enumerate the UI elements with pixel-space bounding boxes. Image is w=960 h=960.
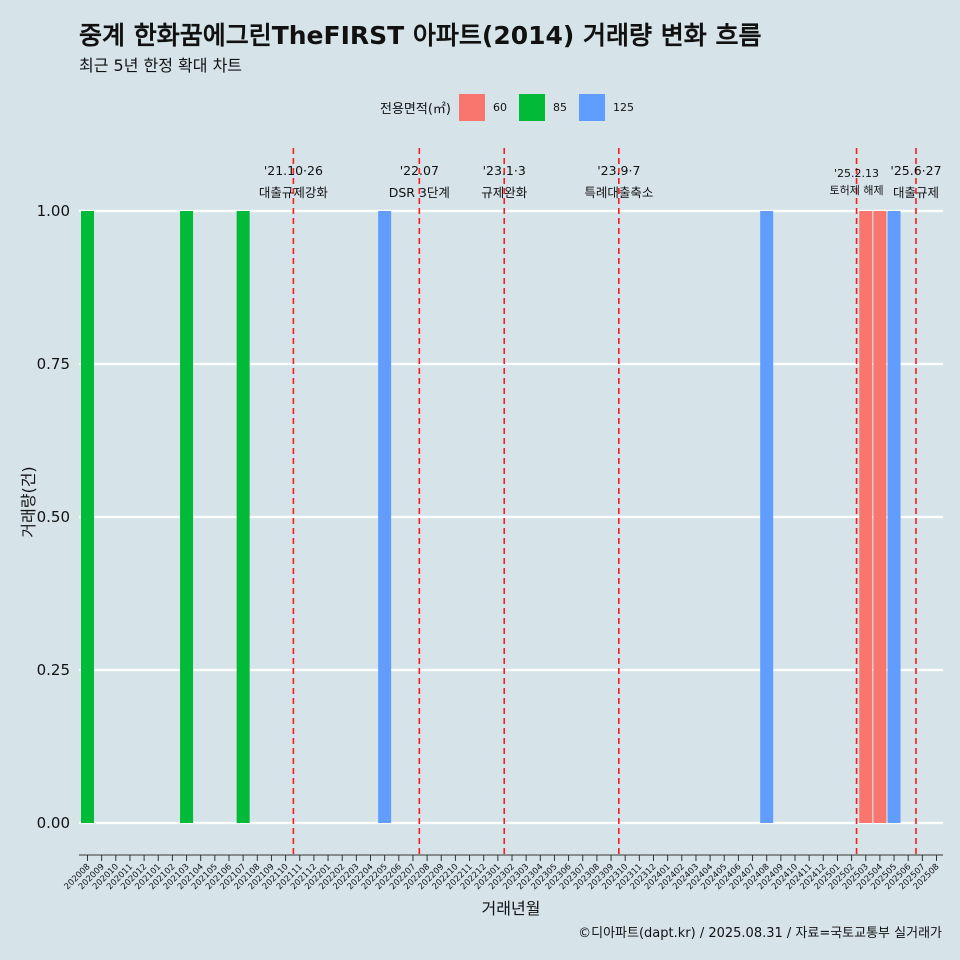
y-axis-title: 거래량(건) (19, 466, 38, 537)
event-date-label: '22.07 (400, 163, 439, 178)
legend-swatch-85 (518, 93, 545, 121)
legend: 전용면적(㎡) 60 85 125 (380, 93, 646, 121)
legend-item-60: 60 (458, 93, 515, 121)
bar-202205-125 (378, 211, 392, 823)
y-tick-label: 0.25 (37, 661, 70, 679)
bar-202503-60 (859, 211, 873, 823)
y-tick-label: 0.50 (37, 508, 70, 526)
bar-202504-60 (873, 211, 887, 823)
event-date-label: '25.2.13 (834, 167, 879, 180)
event-name-label: 규제완화 (481, 185, 528, 200)
event-name-label: 대출규제강화 (259, 185, 329, 200)
event-date-label: '21.10·26 (264, 163, 323, 178)
y-tick-label: 0.75 (37, 355, 70, 373)
bar-202008-85 (81, 211, 94, 823)
event-date-label: '23.9·7 (597, 163, 640, 178)
legend-item-125: 125 (578, 93, 642, 121)
bar-202103-85 (180, 211, 194, 823)
legend-label-85: 85 (552, 100, 567, 114)
x-axis-title: 거래년월 (482, 899, 541, 918)
legend-swatch-125 (578, 93, 605, 121)
y-tick-label: 1.00 (37, 202, 70, 220)
event-date-label: '23.1·3 (483, 163, 526, 178)
legend-item-85: 85 (518, 93, 575, 121)
chart-subtitle: 최근 5년 한정 확대 차트 (79, 56, 243, 75)
source-caption: ©디아파트(dapt.kr) / 2025.08.31 / 자료=국토교통부 실… (578, 926, 942, 941)
event-name-label: 대출규제 (893, 185, 939, 200)
bar-202408-125 (760, 211, 774, 823)
legend-swatch-60 (458, 93, 485, 121)
event-date-label: '25.6·27 (890, 163, 941, 178)
bar-202107-85 (236, 211, 250, 823)
event-name-label: DSR 3단계 (389, 185, 450, 200)
legend-label-60: 60 (492, 100, 507, 114)
chart-title: 중계 한화꿈에그린TheFIRST 아파트(2014) 거래량 변화 흐름 (79, 21, 762, 50)
legend-title: 전용면적(㎡) (380, 101, 451, 117)
event-name-label: 토허제 해제 (829, 183, 883, 197)
y-tick-label: 0.00 (37, 814, 70, 832)
bar-202505-125 (887, 211, 901, 823)
event-name-label: 특례대출축소 (584, 185, 653, 200)
legend-label-125: 125 (612, 100, 634, 114)
